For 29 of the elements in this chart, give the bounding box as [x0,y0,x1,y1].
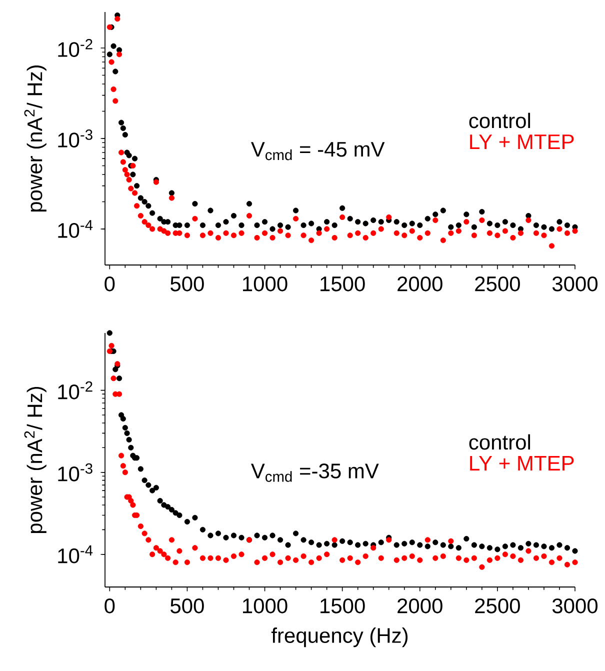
x-tick-label: 1500 [320,598,365,614]
x-tick-label: 1500 [320,276,365,292]
x-tick-label: 1000 [242,598,288,614]
x-tick-label: 2000 [397,276,442,292]
x-tick-label: 2500 [474,598,520,614]
y-tick-label: 10$^{-3}$ [58,463,92,482]
y-tick-label: 10$^{-4}$ [58,545,92,564]
x-tick-label: 500 [170,276,204,292]
x-tick-label: 2000 [397,598,442,614]
text: control [469,112,530,128]
y-axis-title: power (nA$^{2}$/ Hz) [24,386,46,534]
x-axis-title: frequency (Hz) [271,628,408,648]
annotation: V$_{cmd}$ = -45 mV [250,142,385,160]
y-tick-label: 10$^{-4}$ [58,220,92,238]
annotation: V$_{cmd}$ =-35 mV [250,464,379,482]
x-tick-label: 500 [170,598,204,614]
x-tick-label: 3000 [552,276,598,292]
y-tick-label: 10$^{-3}$ [58,130,92,148]
y-tick-label: 10$^{-2}$ [58,39,92,58]
text: LY + MTEP [470,456,574,470]
x-tick-label: 2500 [474,276,520,292]
y-axis-title: power (nA$^{2}$/ Hz) [24,65,46,212]
text: control [469,434,530,450]
x-tick-label: 0 [104,598,114,614]
y-tick-label: 10$^{-2}$ [58,381,92,400]
text: LY + MTEP [470,134,574,150]
x-tick-label: 0 [104,276,114,292]
x-tick-label: 1000 [242,276,288,292]
x-tick-label: 3000 [552,598,598,614]
